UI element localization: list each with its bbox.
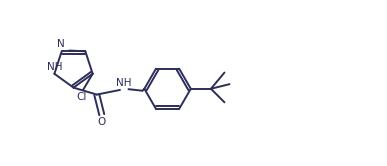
Text: NH: NH — [116, 78, 132, 88]
Text: Cl: Cl — [77, 92, 87, 102]
Text: N: N — [57, 39, 65, 49]
Text: O: O — [98, 117, 106, 127]
Text: NH: NH — [48, 62, 63, 72]
